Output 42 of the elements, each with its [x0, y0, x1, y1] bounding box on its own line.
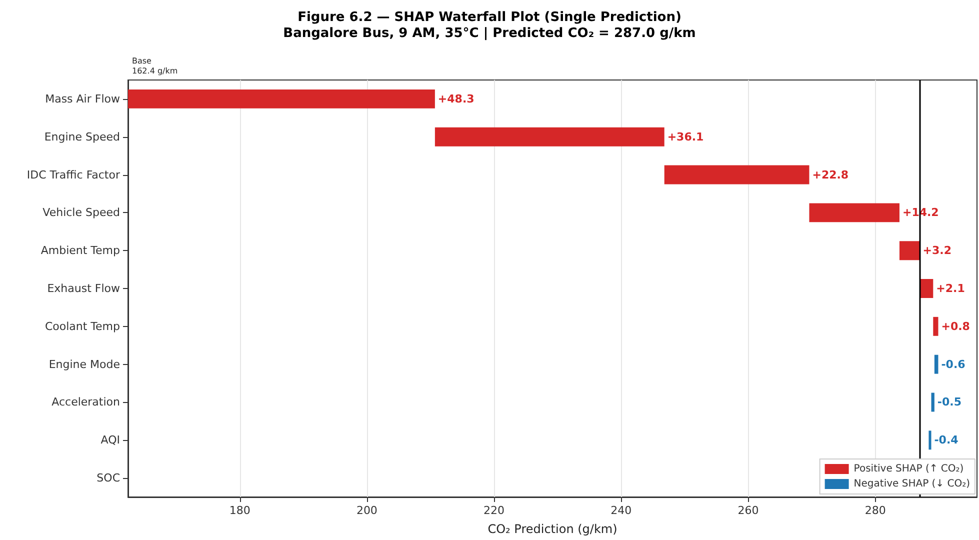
x-tick-label: 180 — [229, 504, 250, 517]
data-label: +36.1 — [667, 130, 704, 144]
data-label: -0.4 — [934, 434, 959, 447]
bar — [934, 354, 938, 374]
data-label: -0.6 — [941, 358, 966, 371]
bar — [809, 203, 900, 222]
data-label: +2.1 — [936, 282, 965, 295]
legend-label: Negative SHAP (↓ CO₂) — [854, 478, 970, 490]
y-tick-label: SOC — [96, 472, 120, 485]
x-tick-label: 280 — [864, 504, 886, 517]
y-tick-label: Vehicle Speed — [42, 206, 120, 220]
x-tick-label: 260 — [738, 504, 759, 517]
data-label: +0.8 — [941, 320, 970, 333]
chart-title: Figure 6.2 — SHAP Waterfall Plot (Single Prediction) — [298, 10, 682, 25]
bar — [931, 392, 934, 412]
data-label: -0.5 — [937, 396, 962, 409]
y-tick-label: Engine Mode — [48, 358, 120, 371]
bar — [928, 430, 932, 450]
y-tick-label: Exhaust Flow — [47, 282, 120, 295]
data-label: +48.3 — [438, 92, 474, 106]
bar — [933, 316, 938, 336]
chart-subtitle: Bangalore Bus, 9 AM, 35°C | Predicted CO₂ = 287.0 g/km — [283, 26, 696, 41]
x-tick-label: 220 — [484, 504, 505, 517]
bar — [920, 279, 934, 298]
y-tick-label: Ambient Temp — [40, 244, 120, 258]
x-axis-title: CO₂ Prediction (g/km) — [488, 522, 618, 536]
data-label: +22.8 — [812, 168, 849, 182]
y-tick-label: Acceleration — [52, 396, 120, 409]
text: Base 162.4 g/km — [132, 56, 178, 76]
bar — [128, 89, 435, 108]
bar — [664, 165, 810, 184]
x-tick-label: 200 — [356, 504, 378, 517]
bar — [434, 127, 664, 146]
y-tick-label: Coolant Temp — [44, 320, 120, 333]
y-tick-label: AQI — [100, 434, 120, 447]
y-tick-label: IDC Traffic Factor — [26, 168, 120, 182]
x-tick-label: 240 — [610, 504, 632, 517]
legend-label: Positive SHAP (↑ CO₂) — [854, 464, 964, 474]
data-label: +3.2 — [922, 244, 952, 258]
y-tick-label: Mass Air Flow — [45, 92, 120, 106]
bar — [899, 241, 920, 260]
y-tick-label: Engine Speed — [44, 130, 120, 144]
